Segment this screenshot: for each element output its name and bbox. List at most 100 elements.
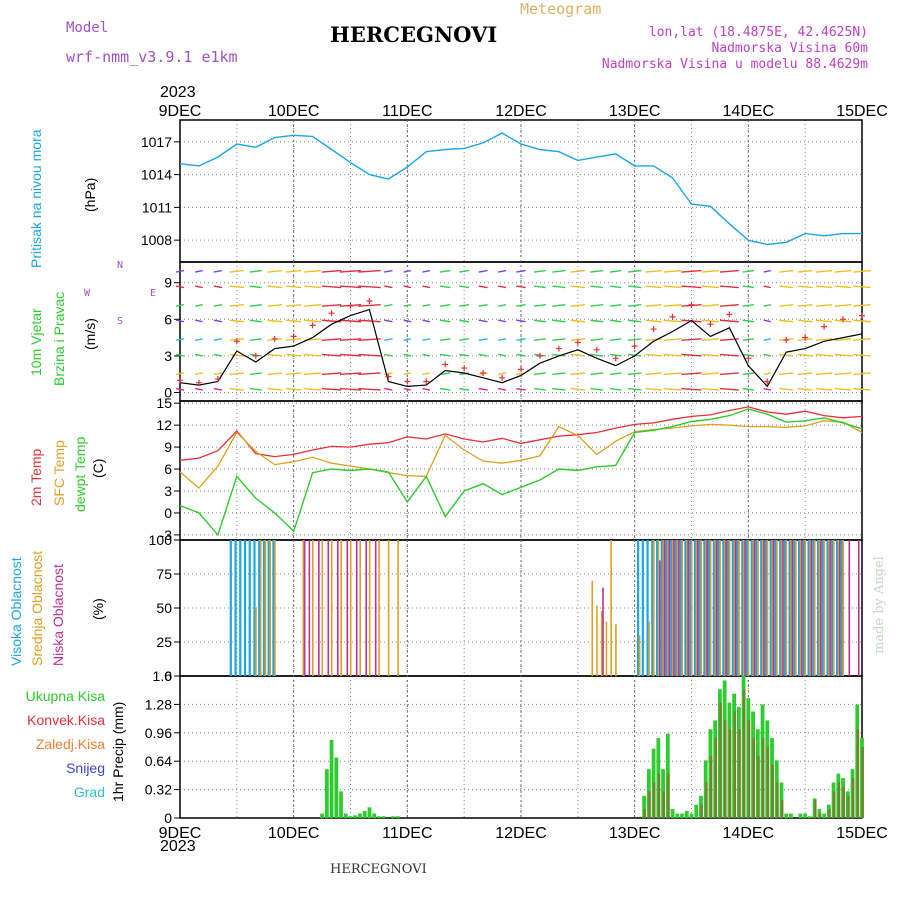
ytick-label-0: 1008 xyxy=(141,232,172,248)
wind-barb xyxy=(627,285,642,289)
wind-barb xyxy=(403,285,412,289)
precip-total-bar xyxy=(381,816,386,818)
wind-barb xyxy=(663,303,682,307)
elevation-label: Nadmorska Visina 60m xyxy=(711,41,868,56)
wind-gust-point xyxy=(385,373,392,380)
wind-barb xyxy=(663,353,682,357)
wind-barb xyxy=(339,372,362,376)
wind-barb xyxy=(358,387,381,391)
wind-barb xyxy=(763,269,772,273)
wind-barb xyxy=(681,387,702,391)
ytick-label-1: 3 xyxy=(164,348,172,364)
ytick-label-2: 15 xyxy=(156,395,172,411)
wind-barb xyxy=(478,387,488,391)
wind-barb xyxy=(663,269,682,273)
wind-barb xyxy=(719,303,739,307)
precip-conv-bar xyxy=(709,755,713,818)
wind-barb xyxy=(439,387,451,391)
wind-barb xyxy=(533,387,546,391)
wind-barb xyxy=(478,353,488,357)
wind-barb xyxy=(497,319,507,323)
ytick-label-0: 1011 xyxy=(142,199,172,215)
wind-gust-point xyxy=(252,352,259,359)
wind-barb xyxy=(570,303,586,307)
wind-barb xyxy=(533,372,546,376)
wind-barb xyxy=(681,285,702,289)
precip-conv-bar xyxy=(653,782,656,818)
wind-barb xyxy=(742,353,755,357)
wind-barb xyxy=(645,319,662,323)
precip-total-bar xyxy=(675,813,680,818)
wind-barb xyxy=(339,338,362,342)
ytick-label-3: 75 xyxy=(156,566,172,582)
precip-total-bar xyxy=(329,739,334,818)
wind-barb xyxy=(834,285,852,289)
wind-barb xyxy=(195,269,203,273)
wind-barb xyxy=(533,303,546,307)
wind-barb xyxy=(570,372,586,376)
wind-barb xyxy=(304,319,322,323)
precip-conv-bar xyxy=(828,809,831,818)
wind-barb xyxy=(384,387,393,391)
wind-barb xyxy=(459,387,470,391)
wind-barb xyxy=(516,303,526,307)
precip-total-bar xyxy=(334,757,339,818)
wind-speed-line xyxy=(179,308,863,388)
precip-conv-bar xyxy=(837,782,841,818)
wind-barb xyxy=(797,285,813,289)
wind-barb xyxy=(321,338,342,342)
meteogram-label: Meteogram xyxy=(520,0,602,18)
wind-barb xyxy=(853,338,871,342)
wind-barb xyxy=(339,269,362,273)
wind-barb xyxy=(834,353,852,357)
wind-barb xyxy=(267,353,283,357)
wind-barb xyxy=(439,338,451,342)
precip-total-bar xyxy=(395,816,400,818)
wind-barb xyxy=(701,285,720,289)
wind-barb xyxy=(403,387,412,391)
wind-barb xyxy=(719,285,739,289)
precip-conv-bar xyxy=(814,800,817,818)
wind-barb xyxy=(763,338,772,342)
wind-barb xyxy=(816,387,833,391)
ytick-label-2: 6 xyxy=(164,461,172,477)
wind-barb xyxy=(403,353,412,357)
wind-barb xyxy=(304,303,322,307)
wind-barb xyxy=(321,269,342,273)
wind-barb xyxy=(834,372,852,376)
wind-barb xyxy=(358,303,381,307)
wind-barb xyxy=(797,387,813,391)
wind-barb xyxy=(497,372,507,376)
wind-barb xyxy=(742,303,755,307)
wind-barb xyxy=(213,372,223,376)
ytick-label-2: -3 xyxy=(160,527,173,543)
wind-barb xyxy=(213,285,223,289)
precip-conv-bar xyxy=(700,804,703,818)
wind-barb xyxy=(853,303,871,307)
wind-barb xyxy=(384,269,393,273)
precip-conv-bar xyxy=(743,689,746,818)
precip-conv-bar xyxy=(648,791,651,818)
wind-barb xyxy=(497,353,507,357)
wind-barb xyxy=(339,285,362,289)
wind-barb xyxy=(422,338,431,342)
wind-barb xyxy=(175,338,185,342)
precip-conv-bar xyxy=(657,773,661,818)
wind-barb xyxy=(681,353,702,357)
wind-barb xyxy=(439,319,451,323)
ytick-label-0: 1017 xyxy=(141,134,172,150)
precip-total-bar xyxy=(642,795,647,818)
wind-gust-point xyxy=(764,378,771,385)
wind-barb xyxy=(645,387,662,391)
lonlat-label: lon,lat (18.4875E, 42.4625N) xyxy=(648,25,868,40)
wind-barb xyxy=(267,269,283,273)
wind-barb xyxy=(358,353,381,357)
wind-barb xyxy=(763,303,772,307)
t2m-line xyxy=(179,406,863,461)
wind-barb xyxy=(645,353,662,357)
wind-gust-point xyxy=(783,337,790,344)
precip-conv-bar xyxy=(818,813,822,818)
wind-barb xyxy=(797,353,813,357)
wind-barb xyxy=(763,372,772,376)
wind-barb xyxy=(459,353,470,357)
